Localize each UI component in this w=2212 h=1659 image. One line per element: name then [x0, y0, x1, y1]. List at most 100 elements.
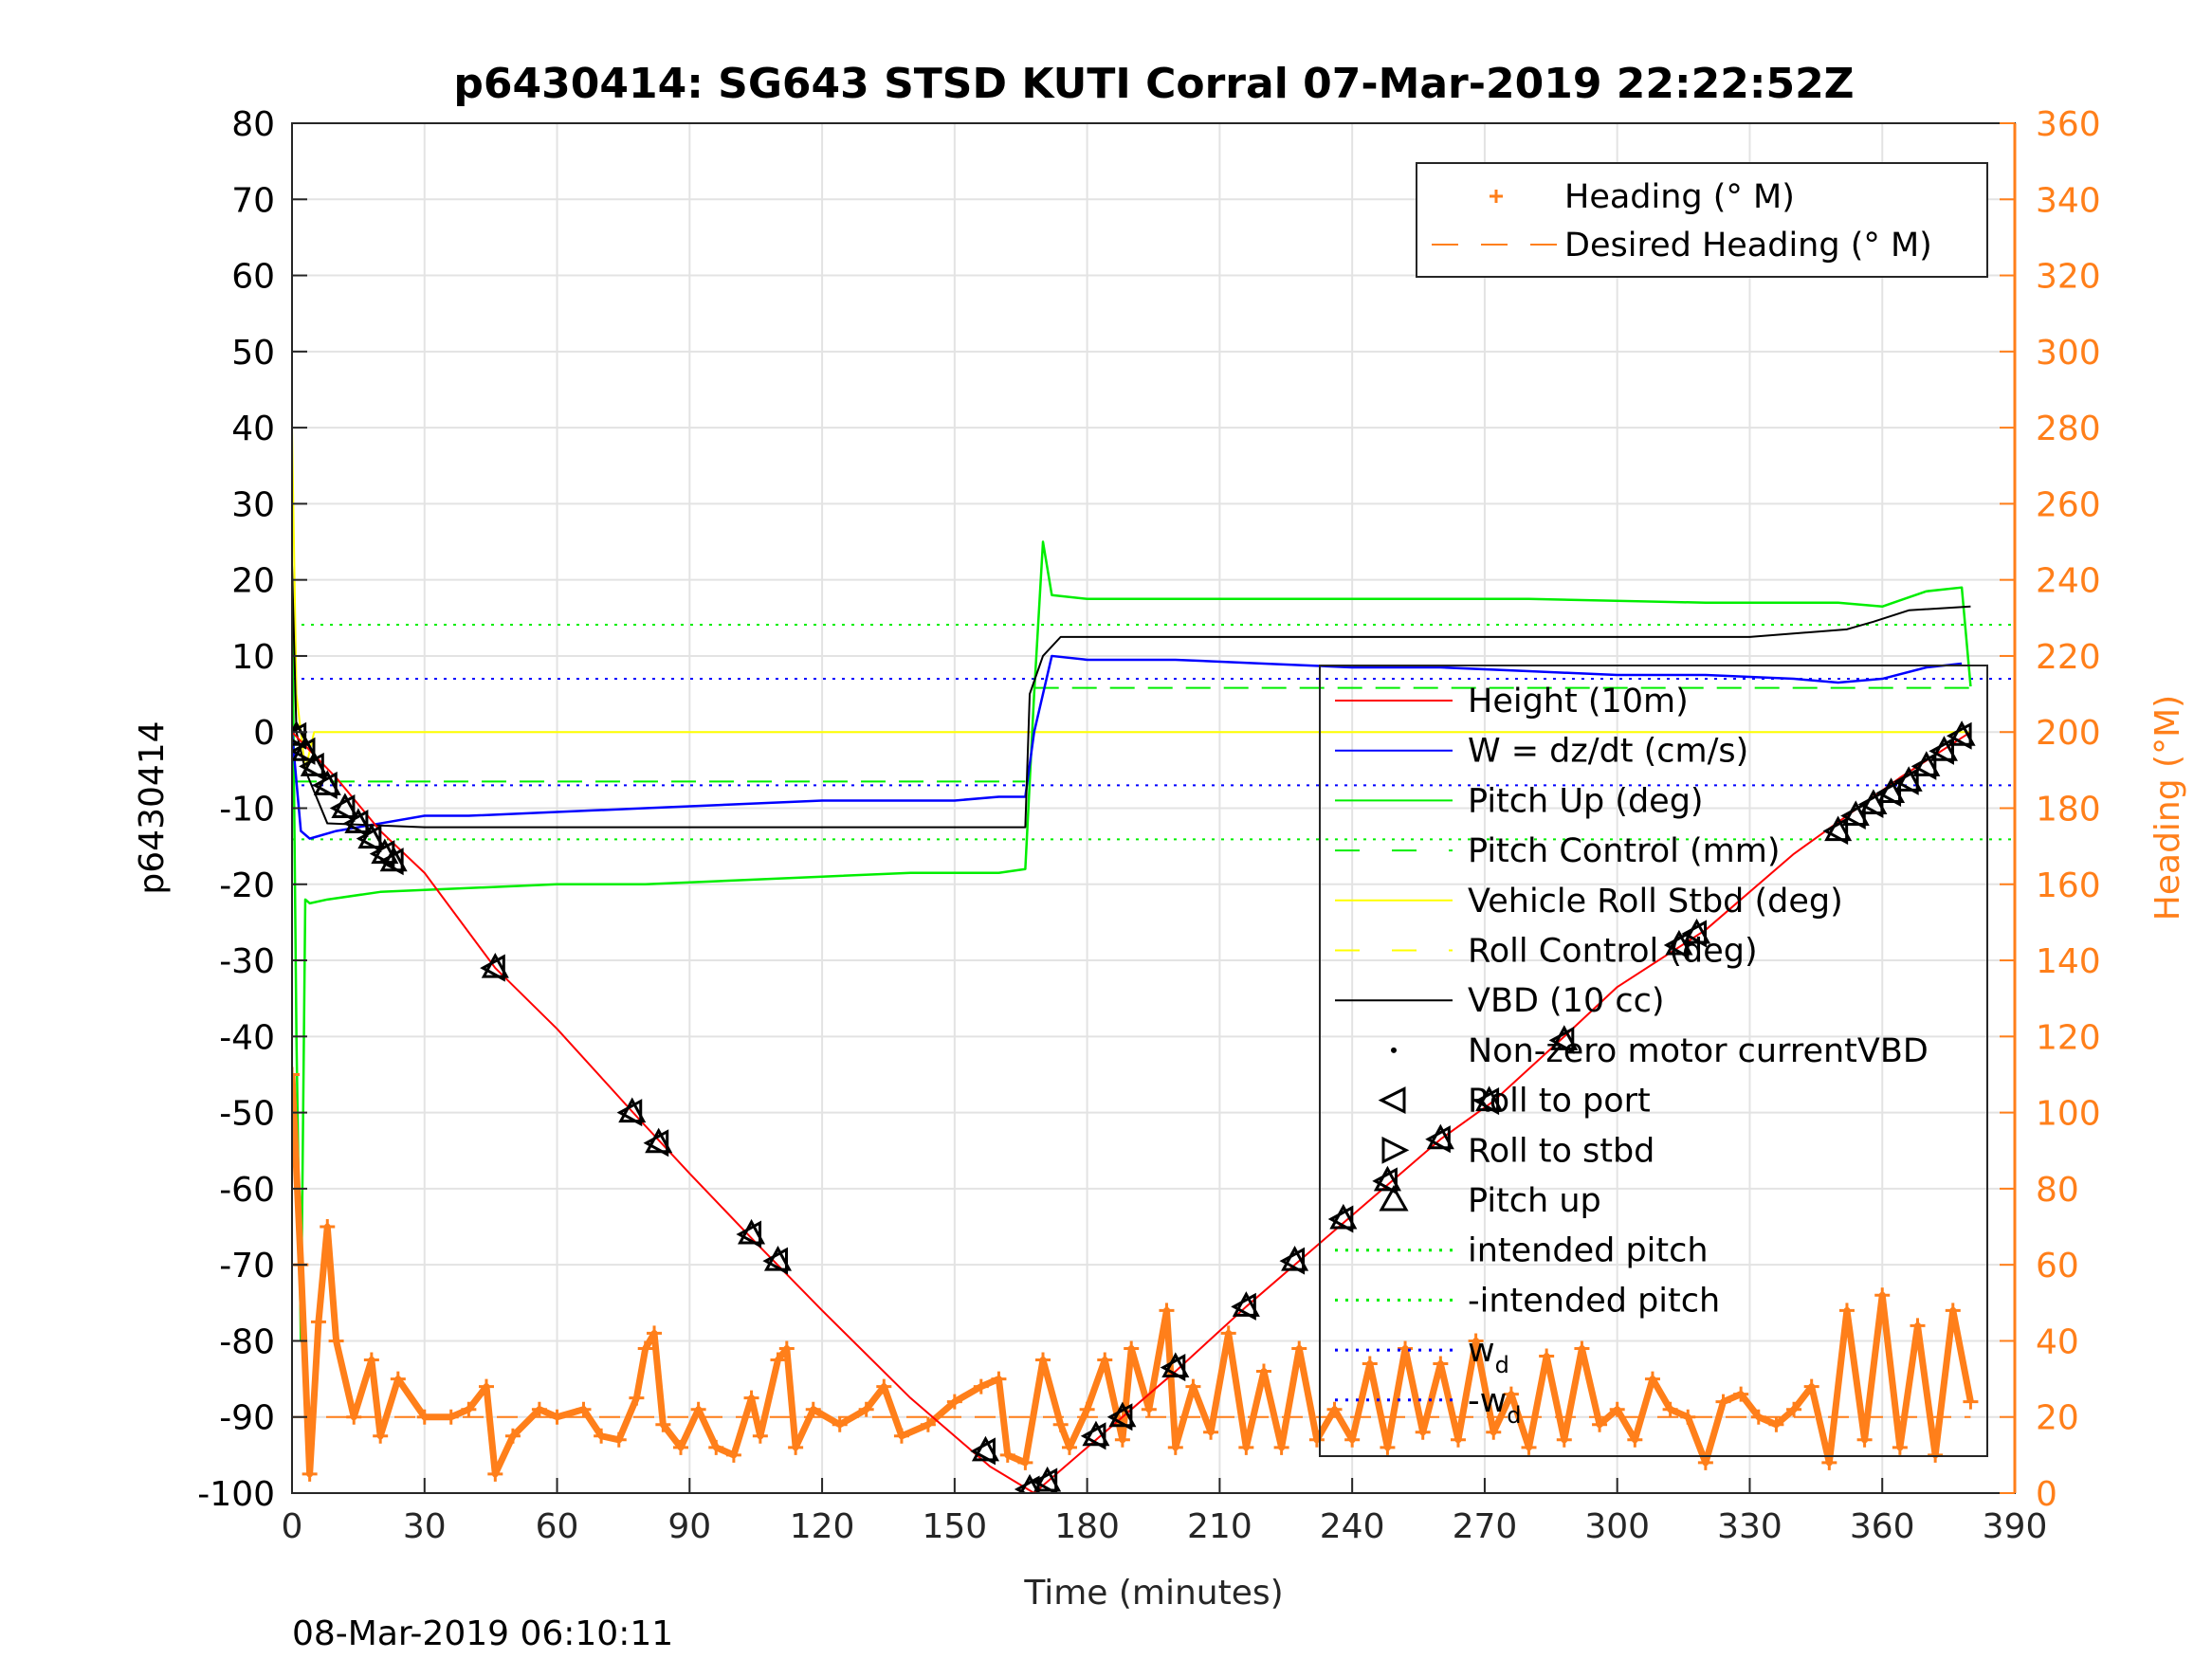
x-tick-label: 210 [1187, 1507, 1252, 1546]
legend-label: Height (10m) [1468, 683, 1689, 720]
roll-marker [1473, 1085, 1504, 1116]
pitch-up-marker [1947, 720, 1976, 746]
left-y-ticks: 80 70 60 50 40 30 20 10 0 -10 -20 -30 -40 -50 -60 -70 -8… [197, 105, 307, 1514]
left-tick-label: 70 [231, 181, 275, 220]
heading-point [292, 1066, 300, 1083]
reference-lines [292, 624, 2015, 841]
legend-main-entry: Roll to port [1378, 1083, 1651, 1121]
heading-point [1715, 1394, 1731, 1410]
x-tick-label: 300 [1584, 1507, 1650, 1546]
legend-label: Vehicle Roll Stbd (deg) [1468, 883, 1843, 921]
heading-point [1362, 1356, 1378, 1372]
heading-point [1928, 1447, 1944, 1463]
legend-label: Heading (° M) [1564, 178, 1795, 216]
heading-point [461, 1401, 477, 1417]
right-tick-label: 320 [2036, 258, 2101, 297]
heading-point [1574, 1340, 1590, 1357]
heading-point [478, 1378, 494, 1395]
heading-point [1592, 1416, 1608, 1432]
roll-marker [1032, 1466, 1062, 1493]
heading-point [1680, 1409, 1696, 1425]
legend-main-entry: Height (10m) [1335, 683, 1689, 720]
roll-marker [616, 1097, 647, 1127]
heading-point [1803, 1378, 1819, 1395]
heading-point [363, 1352, 379, 1368]
left-tick-label: -30 [219, 942, 275, 981]
roll-to-port-marker [1425, 1125, 1451, 1154]
heading-point [708, 1439, 724, 1455]
right-tick-label: 360 [2036, 105, 2101, 144]
heading-point [788, 1439, 804, 1455]
x-tick-label: 330 [1717, 1507, 1782, 1546]
legend-label-subscript: d [1507, 1402, 1521, 1429]
pitch-up-marker [1082, 1420, 1110, 1447]
roll-marker [480, 952, 509, 982]
heading-point [1892, 1439, 1908, 1455]
roll-marker [1080, 1420, 1110, 1450]
heading-point [1291, 1340, 1307, 1357]
pitch-up-marker [1373, 1165, 1401, 1192]
legend-label: Non-zero motor currentVBD [1468, 1032, 1929, 1070]
roll-marker [378, 846, 408, 876]
legend-label: Desired Heading (° M) [1564, 227, 1932, 264]
roll-marker [1822, 815, 1853, 846]
roll-marker [342, 808, 373, 838]
roll-to-port-marker [1548, 1026, 1575, 1054]
x-axis-label: Time (minutes) [1023, 1574, 1283, 1613]
pitch-up-marker [292, 736, 320, 761]
right-tick-label: 300 [2036, 334, 2101, 373]
roll-to-port-marker [1663, 931, 1690, 959]
heading-point [576, 1401, 592, 1417]
pitch-up-marker [1033, 1466, 1062, 1492]
roll-to-port-marker [1875, 778, 1902, 807]
heading-point [1344, 1431, 1361, 1448]
heading-point [1768, 1416, 1784, 1432]
right-tick-label: 100 [2036, 1095, 2101, 1134]
roll-to-port-marker [1279, 1247, 1306, 1275]
x-tick-label: 360 [1850, 1507, 1915, 1546]
roll-to-port-marker [643, 1129, 669, 1158]
pitch-up-marker [971, 1435, 999, 1462]
heading-point [690, 1401, 706, 1417]
series-layer [292, 428, 1979, 1493]
roll-marker [643, 1127, 673, 1158]
heading-point [1786, 1401, 1802, 1417]
heading-point [1433, 1356, 1449, 1372]
heading-point [999, 1447, 1015, 1463]
roll-marker [292, 736, 320, 765]
heading-point [1035, 1352, 1051, 1368]
right-tick-label: 280 [2036, 410, 2101, 448]
pitch-up-marker [1550, 1025, 1579, 1050]
legend-main-entry: Roll to stbd [1381, 1132, 1654, 1170]
legend-swatch-dot [1391, 1047, 1397, 1053]
x-tick-label: 150 [922, 1507, 987, 1546]
heading-point [1963, 1394, 1979, 1410]
right-y-ticks: 3603403203002802602402202001801601401201… [2000, 105, 2101, 1514]
legend-heading: Heading (° M) Desired Heading (° M) [1416, 162, 1988, 278]
heading-point [743, 1390, 759, 1406]
heading-point [594, 1428, 610, 1444]
x-tick-label: 30 [403, 1507, 447, 1546]
pitch-up-marker [1426, 1123, 1454, 1150]
left-tick-label: 10 [231, 638, 275, 677]
roll-marker [762, 1246, 793, 1275]
heading-point [946, 1394, 962, 1410]
pitch-up-marker [300, 751, 328, 776]
left-tick-label: 30 [231, 485, 275, 524]
pitch-up-marker [1281, 1246, 1309, 1271]
x-tick-label: 240 [1320, 1507, 1385, 1546]
left-tick-label: -50 [219, 1095, 275, 1134]
heading-point [1856, 1431, 1873, 1448]
heading-point [487, 1466, 503, 1482]
pitch-up-marker [379, 846, 408, 872]
heading-point [328, 1333, 344, 1349]
heading-point [1017, 1454, 1033, 1470]
heading-point [1874, 1287, 1891, 1304]
roll-to-port-marker [342, 810, 369, 838]
heading-point [1079, 1401, 1095, 1417]
heading-series [292, 1066, 1979, 1482]
heading-point [416, 1409, 432, 1425]
legend-label: Roll to port [1468, 1083, 1651, 1121]
left-tick-label: -80 [219, 1322, 275, 1361]
